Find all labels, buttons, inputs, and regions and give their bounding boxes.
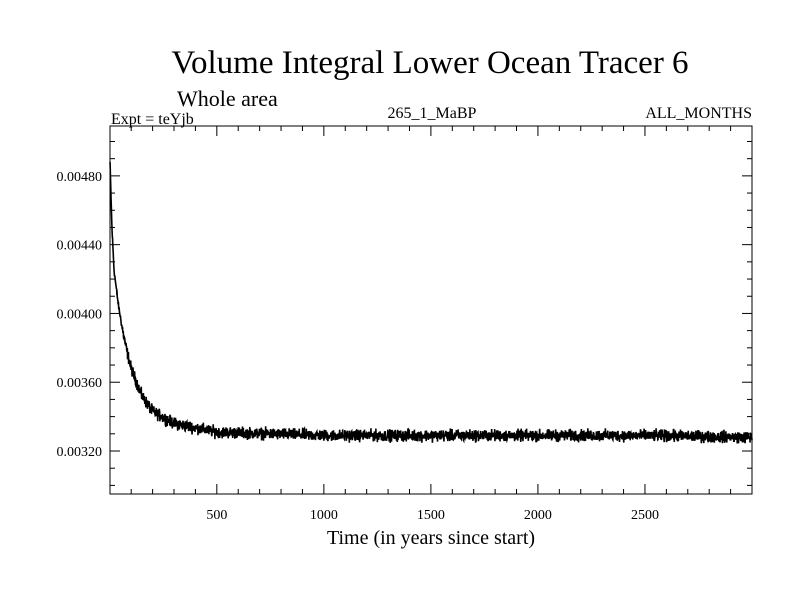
y-tick-label: 0.00400	[57, 307, 103, 322]
experiment-label: Expt = teYjb	[111, 111, 194, 128]
series-layer	[109, 161, 753, 444]
x-tick-label: 2000	[524, 508, 552, 523]
period-label: ALL_MONTHS	[645, 105, 752, 122]
series-line	[109, 161, 753, 444]
x-axis-label: Time (in years since start)	[327, 527, 535, 549]
x-tick-label: 2500	[631, 508, 659, 523]
y-tick-label: 0.00360	[57, 376, 103, 391]
x-tick-label: 1500	[417, 508, 445, 523]
chart-title: Volume Integral Lower Ocean Tracer 6	[171, 45, 688, 81]
y-tick-label: 0.00480	[57, 170, 103, 185]
axis-ticks: 500 1000 1500 2000 2500 0.00320 0.00360 0.00400…	[57, 126, 752, 523]
y-tick-label: 0.00440	[57, 239, 103, 254]
run-label: 265_1_MaBP	[388, 105, 477, 122]
plot-area: 500 1000 1500 2000 2500 0.00320 0.00360 0.00400…	[57, 125, 753, 523]
x-tick-label: 500	[206, 508, 227, 523]
plot-frame	[109, 125, 753, 495]
y-tick-label: 0.00320	[57, 445, 103, 460]
x-tick-label: 1000	[310, 508, 338, 523]
chart-subtitle: Whole area	[177, 86, 278, 111]
